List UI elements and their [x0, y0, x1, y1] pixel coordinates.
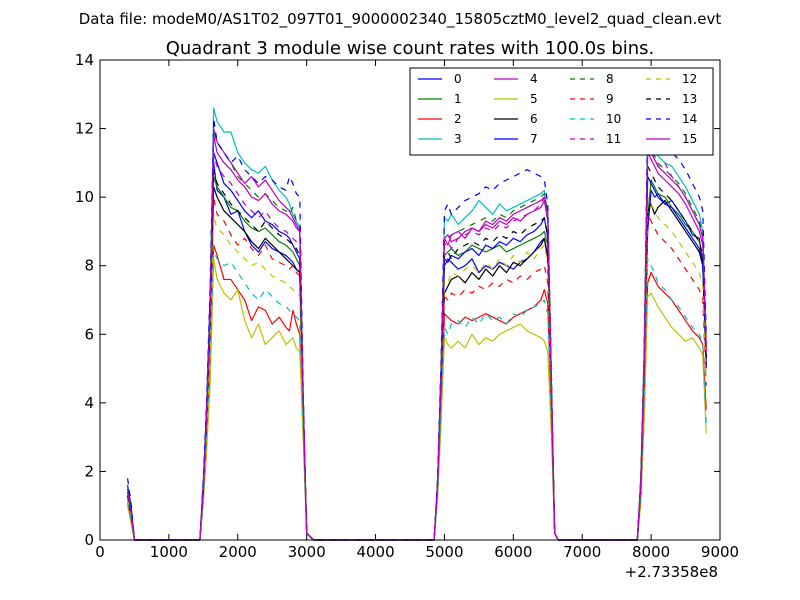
legend-label-11: 11: [606, 132, 621, 146]
legend-label-2: 2: [454, 112, 462, 126]
legend-label-13: 13: [682, 92, 697, 106]
legend-label-14: 14: [682, 112, 697, 126]
x-tick-label: 7000: [563, 543, 601, 561]
x-offset-label: +2.73358e8: [625, 563, 718, 581]
y-tick-label: 6: [84, 325, 94, 343]
x-tick-label: 9000: [701, 543, 739, 561]
suptitle: Data file: modeM0/AS1T02_097T01_90000023…: [79, 10, 722, 29]
legend-label-12: 12: [682, 72, 697, 86]
legend-box: [409, 67, 714, 156]
chart-title: Quadrant 3 module wise count rates with …: [166, 38, 655, 59]
y-tick-label: 4: [84, 394, 94, 412]
legend-label-1: 1: [454, 92, 462, 106]
x-tick-label: 0: [95, 543, 105, 561]
series-line-6: [126, 186, 707, 541]
series-line-10: [126, 251, 707, 541]
x-tick-label: 1000: [150, 543, 188, 561]
legend-label-4: 4: [530, 72, 538, 86]
y-tick-label: 14: [75, 51, 94, 69]
series-line-2: [126, 244, 707, 541]
series-line-15: [126, 134, 707, 541]
y-tick-label: 0: [84, 531, 94, 549]
series-line-8: [126, 131, 707, 541]
x-tick-label: 8000: [632, 543, 670, 561]
y-tick-label: 12: [75, 120, 94, 138]
axes-frame: [99, 59, 721, 541]
series-line-0: [126, 162, 707, 541]
legend-label-0: 0: [454, 72, 462, 86]
x-tick-label: 4000: [356, 543, 394, 561]
legend-label-8: 8: [606, 72, 614, 86]
y-tick-label: 10: [75, 188, 94, 206]
series-line-5: [126, 258, 707, 541]
series-line-1: [126, 175, 707, 541]
series-line-13: [126, 165, 707, 541]
legend-label-7: 7: [530, 132, 538, 146]
legend-label-5: 5: [530, 92, 538, 106]
y-tick-label: 2: [84, 462, 94, 480]
legend-label-3: 3: [454, 132, 462, 146]
series-line-11: [126, 121, 707, 541]
y-tick-label: 8: [84, 257, 94, 275]
legend-label-9: 9: [606, 92, 614, 106]
series-layer: [126, 107, 707, 541]
ticks-layer: 0 1000 2000 3000 4000 5000 6000 7000 8000 9000 0 2 4…: [75, 51, 739, 561]
series-line-7: [126, 151, 707, 541]
legend-label-6: 6: [530, 112, 538, 126]
x-tick-label: 6000: [494, 543, 532, 561]
legend-label-10: 10: [606, 112, 621, 126]
x-tick-label: 5000: [425, 543, 463, 561]
x-tick-label: 2000: [219, 543, 257, 561]
legend-label-15: 15: [682, 132, 697, 146]
x-tick-label: 3000: [288, 543, 326, 561]
plot-area: 0 1000 2000 3000 4000 5000 6000 7000 8000 9000 0 2 4…: [75, 51, 739, 561]
